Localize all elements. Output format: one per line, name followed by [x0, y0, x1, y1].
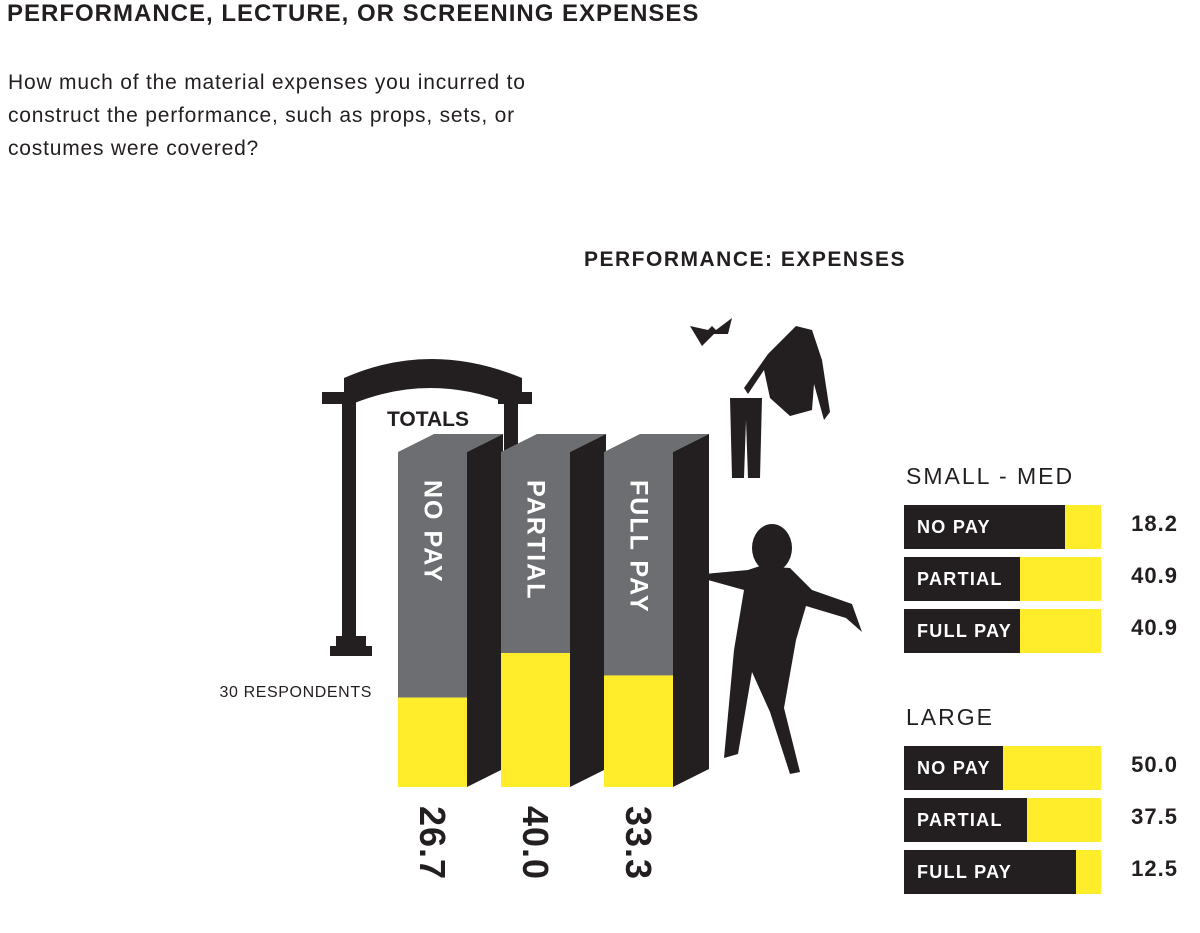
small-med-bar-value-partial: 40.9 [1131, 563, 1178, 588]
large-bar-full-pay: FULL PAY [904, 850, 1101, 894]
bar-value-label-full-pay: 33.3 [618, 806, 659, 880]
group-title-large: LARGE [906, 704, 994, 730]
page-title: PERFORMANCE, LECTURE, OR SCREENING EXPEN… [7, 0, 700, 27]
large-bar-remainder-partial [904, 798, 1028, 842]
small-med-row-full-pay: FULL PAY 40.9 [904, 609, 1178, 653]
pants-icon [730, 398, 762, 478]
large-bar-remainder-no-pay [904, 746, 1003, 790]
large-row-partial: PARTIAL 37.5 [904, 798, 1178, 842]
bar-side-full-pay [673, 434, 709, 787]
small-med-bar-remainder-full-pay [904, 609, 1021, 653]
bar-top-no-pay [398, 434, 503, 452]
survey-question: How much of the material expenses you in… [8, 71, 526, 160]
large-row-no-pay: NO PAY 50.0 [904, 746, 1178, 790]
bar-value-partial [501, 653, 570, 787]
small-med-bar-value-no-pay: 18.2 [1131, 511, 1178, 536]
bar-value-label-no-pay: 26.7 [412, 806, 453, 880]
large-bar-value-no-pay: 50.0 [1131, 752, 1178, 777]
large-bar-label-no-pay: NO PAY [917, 758, 991, 778]
large-bar-label-full-pay: FULL PAY [917, 862, 1013, 882]
bar-category-label-no-pay: NO PAY [419, 480, 447, 584]
bar-value-no-pay [398, 697, 467, 787]
small-med-bar-remainder-no-pay [904, 505, 1066, 549]
dancer-silhouette-icon [704, 524, 862, 774]
bowtie-icon [690, 318, 732, 346]
bar-side-no-pay [467, 434, 503, 787]
large-bar-remainder-full-pay [904, 850, 1077, 894]
large-bar-label-partial: PARTIAL [917, 810, 1003, 830]
bar-face-no-pay [398, 452, 467, 698]
hoodie-icon [744, 326, 830, 420]
small-med-bar-value-full-pay: 40.9 [1131, 615, 1178, 640]
totals-label: TOTALS [387, 408, 469, 431]
large-bar-no-pay: NO PAY [904, 746, 1101, 790]
group-title-small-med: SMALL - MED [906, 463, 1075, 489]
small-med-row-no-pay: NO PAY 18.2 [904, 505, 1178, 549]
small-med-bar-remainder-partial [904, 557, 1021, 601]
small-med-bar-label-partial: PARTIAL [917, 569, 1003, 589]
bars-3d-labels: NO PAY 26.7 PARTIAL 40.0 FULL PAY 33.3 [412, 480, 659, 880]
bar-value-label-partial: 40.0 [515, 806, 556, 880]
bar-side-partial [570, 434, 606, 787]
large-row-full-pay: FULL PAY 12.5 [904, 850, 1178, 894]
large-bar-partial: PARTIAL [904, 798, 1101, 842]
large-bar-value-full-pay: 12.5 [1131, 856, 1178, 881]
bar-top-partial [501, 434, 606, 452]
small-med-bar-label-full-pay: FULL PAY [917, 621, 1013, 641]
bar-top-full-pay [604, 434, 709, 452]
small-med-bar-no-pay: NO PAY [904, 505, 1101, 549]
bar-category-label-full-pay: FULL PAY [625, 480, 653, 614]
chart-title: PERFORMANCE: EXPENSES [584, 248, 907, 271]
bar-face-full-pay [604, 452, 673, 676]
respondents-note: 30 RESPONDENTS [220, 684, 372, 701]
small-med-bar-label-no-pay: NO PAY [917, 517, 991, 537]
large-bar-value-partial: 37.5 [1131, 804, 1178, 829]
small-med-row-partial: PARTIAL 40.9 [904, 557, 1178, 601]
bar-value-full-pay [604, 675, 673, 787]
small-med-bar-partial: PARTIAL [904, 557, 1101, 601]
bars-3d [398, 434, 709, 787]
bar-category-label-partial: PARTIAL [522, 480, 550, 600]
small-med-bar-full-pay: FULL PAY [904, 609, 1101, 653]
bar-face-partial [501, 452, 570, 653]
